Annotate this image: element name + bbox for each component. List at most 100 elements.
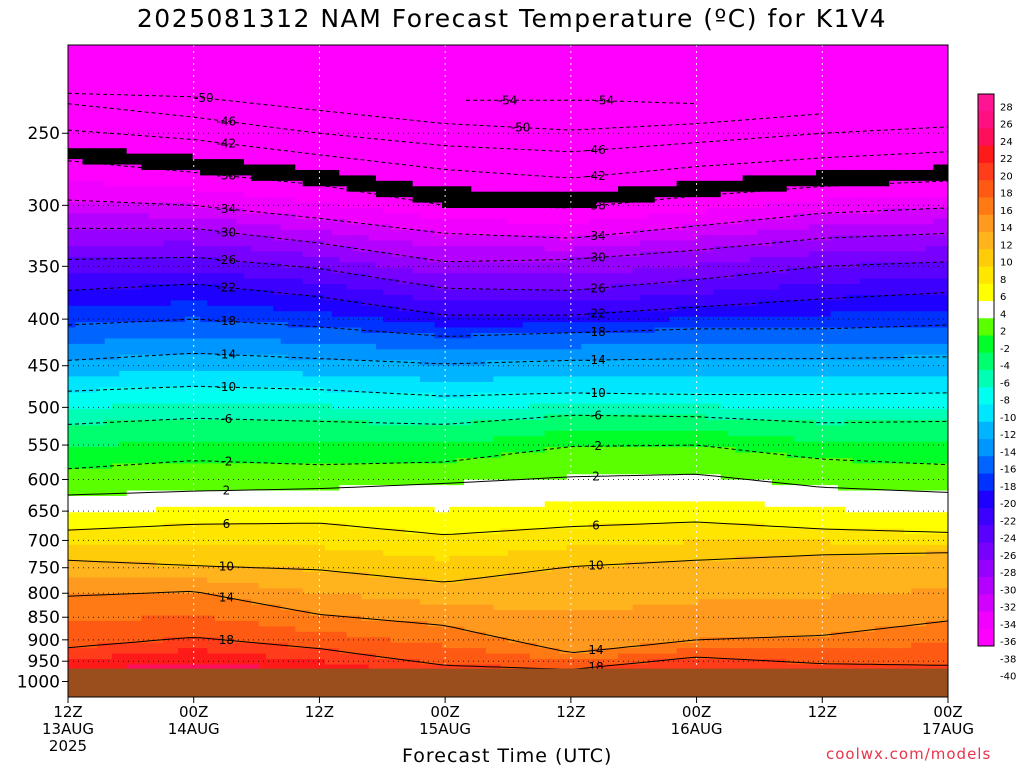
temperature-cell	[251, 343, 260, 350]
temperature-cell	[97, 55, 106, 62]
temperature-cell	[317, 360, 326, 367]
temperature-cell	[354, 376, 362, 383]
temperature-cell	[200, 463, 208, 470]
temperature-cell	[97, 544, 106, 551]
temperature-cell	[192, 273, 201, 280]
temperature-cell	[163, 343, 172, 350]
temperature-cell	[229, 495, 238, 502]
temperature-cell	[266, 83, 274, 90]
temperature-cell	[236, 474, 245, 481]
temperature-cell	[104, 610, 113, 617]
temperature-cell	[244, 61, 252, 68]
temperature-cell	[295, 202, 304, 209]
temperature-cell	[156, 620, 164, 627]
temperature-cell	[266, 365, 274, 372]
temperature-cell	[163, 327, 172, 334]
temperature-cell	[339, 322, 348, 329]
temperature-cell	[200, 517, 208, 524]
temperature-cell	[368, 332, 377, 339]
temperature-cell	[266, 191, 274, 198]
temperature-cell	[192, 371, 201, 378]
temperature-cell	[104, 620, 113, 627]
temperature-cell	[163, 463, 172, 470]
temperature-cell	[163, 534, 172, 541]
temperature-cell	[295, 229, 304, 236]
temperature-cell	[82, 436, 91, 443]
temperature-cell	[214, 305, 223, 312]
temperature-cell	[178, 626, 186, 633]
temperature-cell	[361, 658, 370, 665]
temperature-cell	[346, 110, 355, 117]
temperature-cell	[324, 658, 333, 665]
temperature-cell	[280, 256, 289, 263]
temperature-cell	[200, 66, 208, 73]
temperature-cell	[200, 381, 208, 388]
temperature-cell	[141, 371, 150, 378]
temperature-cell	[361, 77, 370, 84]
temperature-cell	[192, 229, 201, 236]
temperature-cell	[346, 365, 355, 372]
temperature-cell	[273, 626, 282, 633]
temperature-cell	[192, 153, 201, 160]
temperature-cell	[244, 50, 252, 57]
temperature-cell	[295, 311, 304, 318]
temperature-cell	[82, 66, 91, 73]
temperature-cell	[119, 343, 128, 350]
temperature-cell	[207, 582, 216, 589]
temperature-cell	[244, 256, 252, 263]
temperature-cell	[141, 213, 150, 220]
temperature-cell	[214, 126, 223, 133]
temperature-cell	[112, 110, 120, 117]
temperature-cell	[156, 414, 164, 421]
temperature-cell	[346, 278, 355, 285]
temperature-cell	[178, 430, 186, 437]
temperature-cell	[310, 360, 318, 367]
temperature-cell	[119, 180, 128, 187]
temperature-cell	[295, 218, 304, 225]
temperature-cell	[324, 305, 333, 312]
temperature-cell	[222, 126, 230, 133]
temperature-cell	[302, 419, 311, 426]
temperature-cell	[134, 387, 142, 394]
temperature-cell	[148, 316, 157, 323]
temperature-cell	[244, 278, 252, 285]
temperature-cell	[236, 631, 245, 638]
temperature-cell	[90, 208, 98, 215]
temperature-cell	[126, 599, 135, 606]
temperature-cell	[244, 376, 252, 383]
temperature-cell	[273, 452, 282, 459]
temperature-cell	[302, 137, 311, 144]
temperature-cell	[97, 474, 106, 481]
temperature-cell	[156, 137, 164, 144]
temperature-cell	[185, 72, 194, 79]
temperature-cell	[244, 218, 252, 225]
temperature-cell	[258, 430, 267, 437]
temperature-cell	[258, 110, 267, 117]
temperature-cell	[273, 485, 282, 492]
temperature-cell	[236, 148, 245, 155]
temperature-cell	[68, 354, 76, 361]
temperature-cell	[339, 55, 348, 62]
temperature-cell	[317, 664, 326, 671]
temperature-cell	[251, 169, 260, 176]
temperature-cell	[339, 582, 348, 589]
temperature-cell	[354, 534, 362, 541]
temperature-cell	[148, 392, 157, 399]
temperature-cell	[90, 354, 98, 361]
temperature-cell	[156, 186, 164, 193]
temperature-cell	[68, 55, 76, 62]
temperature-cell	[75, 599, 84, 606]
temperature-cell	[185, 121, 194, 128]
temperature-cell	[82, 365, 91, 372]
temperature-cell	[368, 169, 377, 176]
temperature-cell	[317, 343, 326, 350]
temperature-cell	[112, 626, 120, 633]
temperature-cell	[258, 637, 267, 644]
temperature-cell	[192, 332, 201, 339]
temperature-cell	[273, 169, 282, 176]
temperature-cell	[346, 588, 355, 595]
temperature-cell	[310, 414, 318, 421]
temperature-cell	[126, 88, 135, 95]
temperature-cell	[288, 83, 296, 90]
temperature-cell	[302, 664, 311, 671]
